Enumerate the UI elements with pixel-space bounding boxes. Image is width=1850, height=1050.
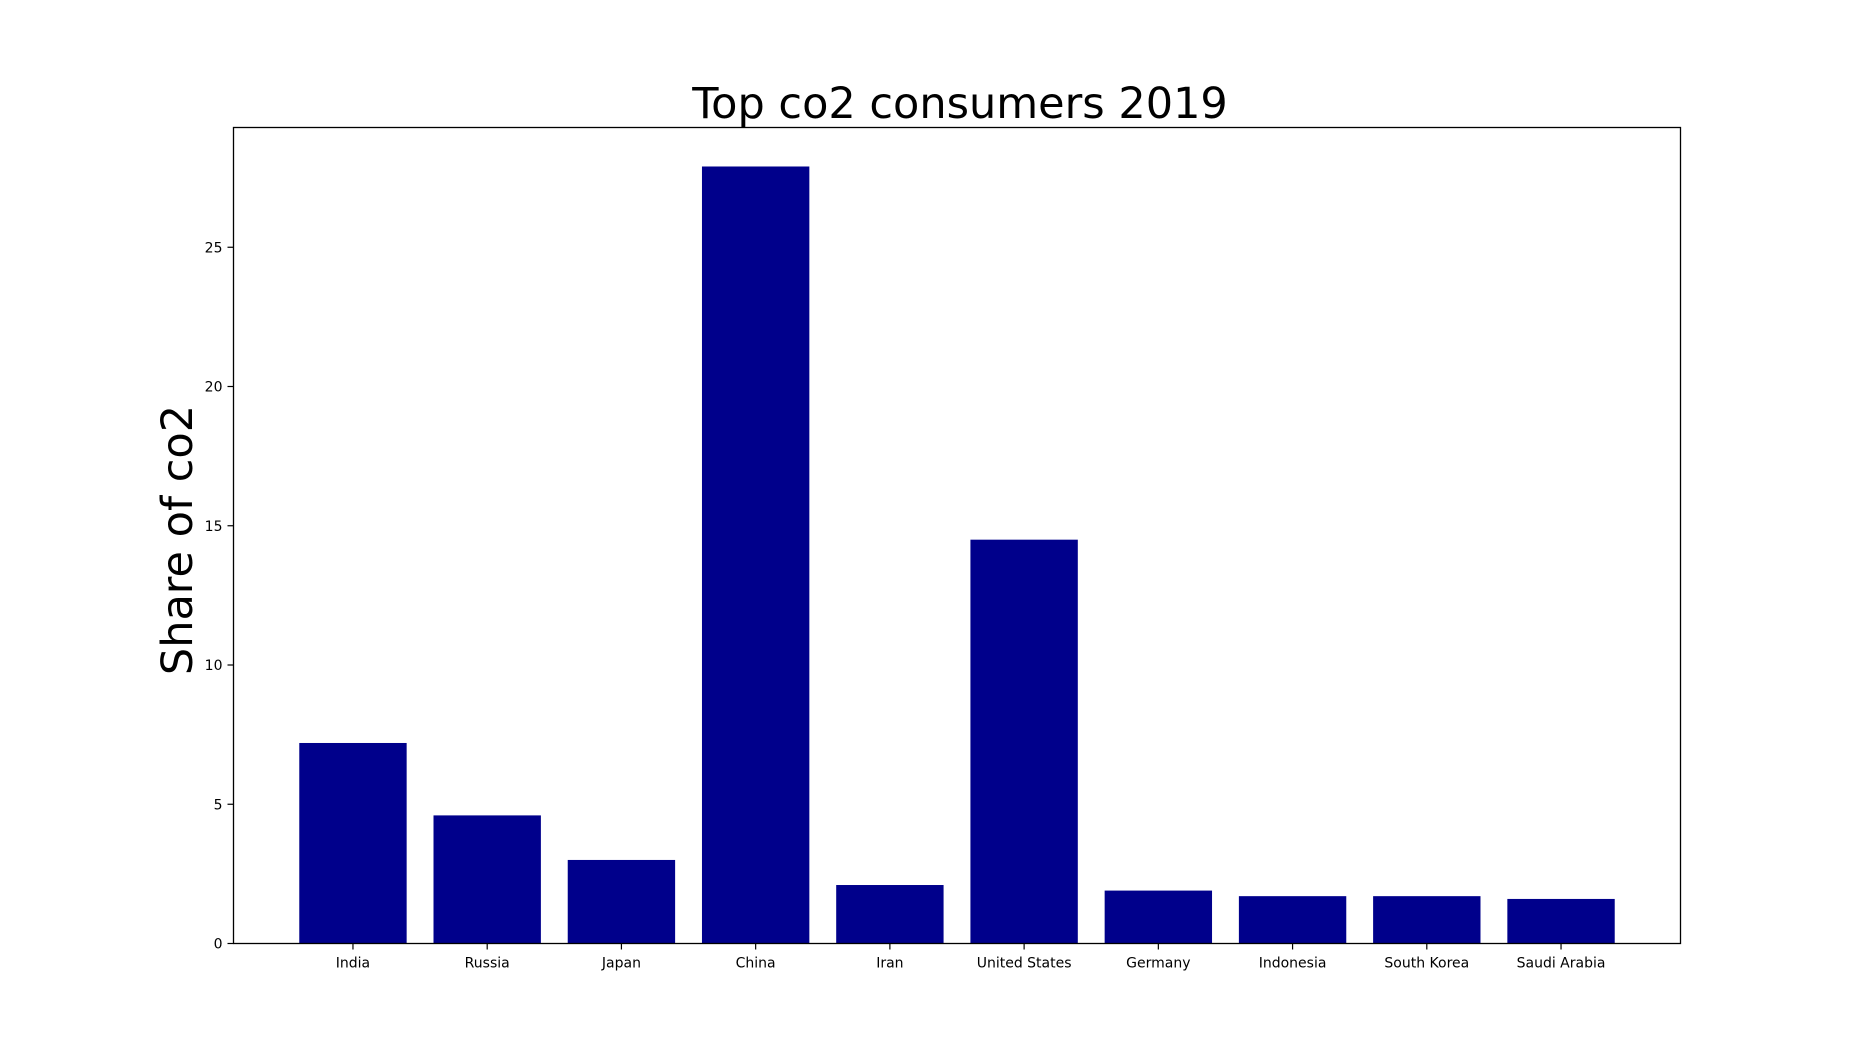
bar-south-korea xyxy=(1373,896,1481,944)
y-axis: 0 5 10 15 20 25 xyxy=(205,240,234,953)
x-tick-label: China xyxy=(736,956,776,972)
bar-indonesia xyxy=(1238,896,1347,944)
bars-group xyxy=(299,166,1615,944)
x-axis: India Russia Japan China Iran United States Ge… xyxy=(336,943,1606,972)
y-tick-label: 20 xyxy=(205,380,223,396)
y-tick-label: 10 xyxy=(205,658,223,674)
y-tick-label: 15 xyxy=(205,519,223,535)
bar-japan xyxy=(567,859,676,944)
bar-russia xyxy=(433,815,541,944)
x-tick-label: United States xyxy=(977,956,1072,972)
y-tick-label: 5 xyxy=(214,797,223,813)
x-tick-label: Japan xyxy=(601,956,641,972)
x-tick-label: South Korea xyxy=(1384,956,1469,972)
y-axis-label: Share of co2 xyxy=(153,405,203,675)
bar-saudi-arabia xyxy=(1507,898,1615,944)
x-tick-label: India xyxy=(336,956,370,972)
x-tick-label: Saudi Arabia xyxy=(1517,956,1606,972)
plot-frame xyxy=(232,126,1682,945)
chart-title: Top co2 consumers 2019 xyxy=(691,79,1228,129)
y-tick-label: 0 xyxy=(214,937,223,953)
bar-iran xyxy=(836,885,944,944)
bar-india xyxy=(299,742,407,944)
x-tick-label: Iran xyxy=(876,956,903,972)
bar-united-states xyxy=(970,539,1078,944)
x-tick-label: Indonesia xyxy=(1259,956,1327,972)
bar-china xyxy=(701,166,810,944)
y-tick-label: 25 xyxy=(205,240,223,256)
x-tick-label: Germany xyxy=(1126,956,1190,972)
x-tick-label: Russia xyxy=(465,956,510,972)
bar-germany xyxy=(1104,890,1213,944)
